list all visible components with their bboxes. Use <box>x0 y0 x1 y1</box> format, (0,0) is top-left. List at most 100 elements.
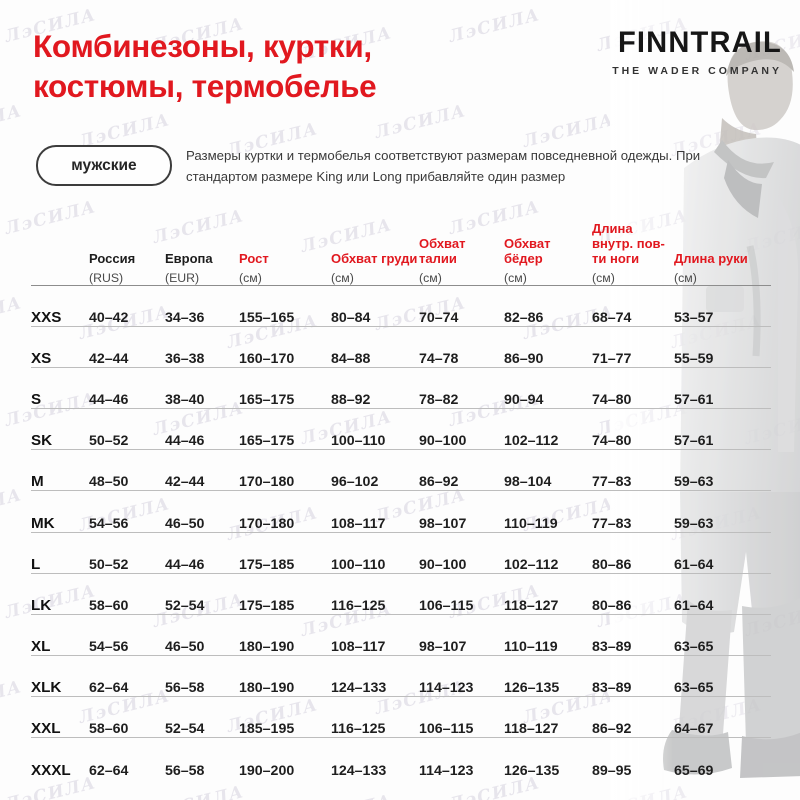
cell-eur: 44–46 <box>165 531 239 574</box>
gender-badge-label: мужские <box>71 156 137 174</box>
column-header-title: Длина руки <box>674 251 748 267</box>
cell-inseam: 83–89 <box>592 613 674 656</box>
cell-chest: 100–110 <box>331 408 419 450</box>
cell-rus: 42–44 <box>89 326 165 368</box>
cell-rost: 165–175 <box>239 408 331 450</box>
cell-eur: 52–54 <box>165 572 239 615</box>
cell-arm: 55–59 <box>674 326 771 368</box>
cell-chest: 108–117 <box>331 613 419 656</box>
cell-rost: 155–165 <box>239 284 331 327</box>
brand-name: FINNTRAIL <box>617 26 782 59</box>
cell-inseam: 74–80 <box>592 408 674 450</box>
column-header-unit: (EUR) <box>165 270 200 285</box>
size-label: SK <box>31 408 89 450</box>
cell-inseam: 80–86 <box>592 572 674 615</box>
size-label: XXS <box>31 284 89 327</box>
cell-eur: 56–58 <box>165 654 239 697</box>
cell-arm: 57–61 <box>674 408 771 450</box>
cell-chest: 124–133 <box>331 737 419 779</box>
cell-waist: 98–107 <box>419 613 504 656</box>
column-header-title: Европа <box>165 251 213 267</box>
cell-waist: 90–100 <box>419 408 504 450</box>
column-header-title: Обхват талии <box>419 236 466 267</box>
cell-chest: 80–84 <box>331 284 419 327</box>
cell-chest: 108–117 <box>331 490 419 533</box>
cell-inseam: 68–74 <box>592 284 674 327</box>
watermark-text: ЛэСИЛА <box>0 100 25 144</box>
table-row: XL 54–56 46–50 180–190 108–117 98–107 110–119 8… <box>31 613 771 656</box>
table-row: XXL 58–60 52–54 185–195 116–125 106–115 118–12… <box>31 695 771 738</box>
cell-chest: 88–92 <box>331 367 419 409</box>
gender-badge: мужские <box>36 145 172 186</box>
cell-rus: 50–52 <box>89 408 165 450</box>
cell-inseam: 77–83 <box>592 449 674 491</box>
cell-inseam: 77–83 <box>592 490 674 533</box>
cell-arm: 59–63 <box>674 449 771 491</box>
column-header-unit: (см) <box>674 270 697 285</box>
size-label: LK <box>31 572 89 615</box>
cell-rost: 170–180 <box>239 449 331 491</box>
cell-arm: 53–57 <box>674 284 771 327</box>
table-row: XS 42–44 36–38 160–170 84–88 74–78 86–90 71–77 5… <box>31 326 771 368</box>
cell-waist: 114–123 <box>419 654 504 697</box>
cell-arm: 61–64 <box>674 531 771 574</box>
cell-chest: 96–102 <box>331 449 419 491</box>
cell-waist: 106–115 <box>419 572 504 615</box>
cell-chest: 124–133 <box>331 654 419 697</box>
column-header-size <box>31 200 89 286</box>
cell-waist: 114–123 <box>419 737 504 779</box>
column-header-eur: Европа (EUR) <box>165 200 239 286</box>
table-row: S 44–46 38–40 165–175 88–92 78–82 90–94 74–80 57… <box>31 367 771 409</box>
column-header-rost: Рост (см) <box>239 200 331 286</box>
cell-hip: 118–127 <box>504 572 592 615</box>
cell-hip: 126–135 <box>504 737 592 779</box>
brand-tagline: THE WADER COMPANY <box>612 65 782 77</box>
cell-rus: 58–60 <box>89 695 165 738</box>
column-header-unit: (RUS) <box>89 270 124 285</box>
page-title-line1: Комбинезоны, куртки, <box>33 28 372 64</box>
cell-hip: 82–86 <box>504 284 592 327</box>
column-header-unit: (см) <box>419 270 442 285</box>
size-label: XXXL <box>31 737 89 779</box>
table-row: L 50–52 44–46 175–185 100–110 90–100 102–112 80… <box>31 531 771 574</box>
cell-rost: 190–200 <box>239 737 331 779</box>
size-label: S <box>31 367 89 409</box>
column-header-waist: Обхват талии (см) <box>419 200 504 286</box>
cell-rost: 185–195 <box>239 695 331 738</box>
size-table-wrapper: Россия (RUS) Европа (EUR) Рост (см) Обхват гру… <box>0 200 800 779</box>
cell-hip: 86–90 <box>504 326 592 368</box>
cell-waist: 86–92 <box>419 449 504 491</box>
cell-hip: 90–94 <box>504 367 592 409</box>
cell-rus: 40–42 <box>89 284 165 327</box>
cell-hip: 118–127 <box>504 695 592 738</box>
watermark-text: ЛэСИЛА <box>743 791 800 800</box>
size-label: XS <box>31 326 89 368</box>
cell-inseam: 71–77 <box>592 326 674 368</box>
cell-hip: 110–119 <box>504 490 592 533</box>
watermark-text: ЛэСИЛА <box>372 100 469 144</box>
cell-rus: 54–56 <box>89 613 165 656</box>
cell-eur: 52–54 <box>165 695 239 738</box>
cell-arm: 65–69 <box>674 737 771 779</box>
cell-eur: 34–36 <box>165 284 239 327</box>
column-header-unit: (см) <box>592 270 615 285</box>
watermark-text: ЛэСИЛА <box>299 791 395 800</box>
cell-arm: 59–63 <box>674 490 771 533</box>
table-row: MK 54–56 46–50 170–180 108–117 98–107 110–119 7… <box>31 490 771 533</box>
column-header-title: Рост <box>239 251 269 267</box>
size-table: Россия (RUS) Европа (EUR) Рост (см) Обхват гру… <box>31 200 771 779</box>
cell-chest: 84–88 <box>331 326 419 368</box>
cell-waist: 90–100 <box>419 531 504 574</box>
table-row: XXS 40–42 34–36 155–165 80–84 70–74 82–86 68–74… <box>31 284 771 327</box>
size-label: M <box>31 449 89 491</box>
page-title-line2: костюмы, термобелье <box>33 68 377 104</box>
cell-rost: 180–190 <box>239 654 331 697</box>
column-header-inseam: Длина внутр. пов-ти ноги (см) <box>592 200 674 286</box>
cell-hip: 102–112 <box>504 531 592 574</box>
cell-arm: 61–64 <box>674 572 771 615</box>
cell-waist: 78–82 <box>419 367 504 409</box>
size-label: L <box>31 531 89 574</box>
cell-chest: 116–125 <box>331 695 419 738</box>
cell-rus: 50–52 <box>89 531 165 574</box>
